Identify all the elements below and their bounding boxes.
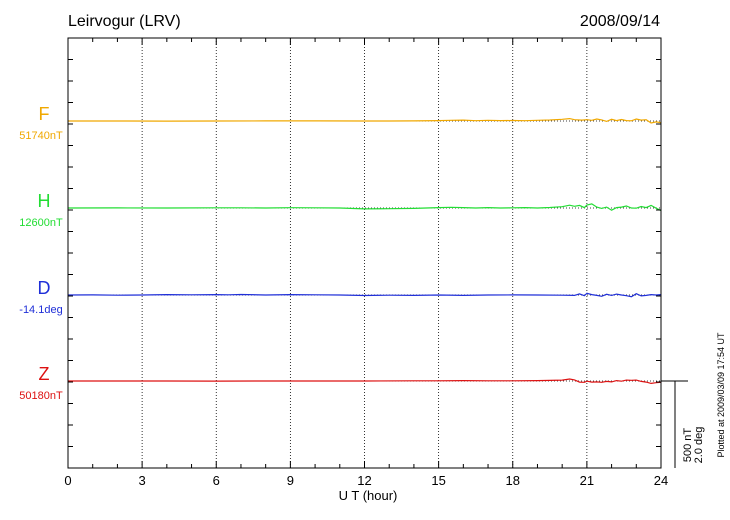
series-labels: F 51740nT H 12600nT D -14.1deg Z 50180nT [19,104,63,402]
series-name-F: F [39,104,50,124]
x-tick-label-9: 9 [287,473,294,488]
x-tick-label-12: 12 [357,473,371,488]
date-label: 2008/09/14 [580,13,660,30]
series-baseline-value-Z: 50180nT [19,390,63,402]
plot-frame [67,37,662,469]
series-name-H: H [38,191,51,211]
x-tick-label-0: 0 [64,473,71,488]
scale-deg-label: 2.0 deg [693,427,705,464]
x-tick-label-3: 3 [139,473,146,488]
series-line-Z [68,378,662,385]
x-axis-label: U T (hour) [339,488,398,503]
series-baseline-value-H: 12600nT [19,217,63,229]
series-baseline-value-D: -14.1deg [19,304,62,316]
x-tick-label-24: 24 [654,473,668,488]
series-baseline-value-F: 51740nT [19,130,63,142]
series-lines [67,117,662,385]
series-name-D: D [38,278,51,298]
series-line-F [68,117,662,124]
plotted-at-note: Plotted at 2009/03/09 17:54 UT [716,332,726,458]
series-name-Z: Z [39,364,50,384]
x-tick-label-6: 6 [213,473,220,488]
axis-ticks [67,37,662,469]
x-tick-labels: 0 3 6 9 12 15 18 21 24 [64,473,668,488]
x-tick-label-15: 15 [431,473,445,488]
series-line-H [67,203,662,212]
scale-nt-label: 500 nT [682,428,694,463]
x-tick-label-21: 21 [580,473,594,488]
x-tick-label-18: 18 [506,473,520,488]
station-title: Leirvogur (LRV) [68,13,181,30]
series-line-D [67,292,662,298]
